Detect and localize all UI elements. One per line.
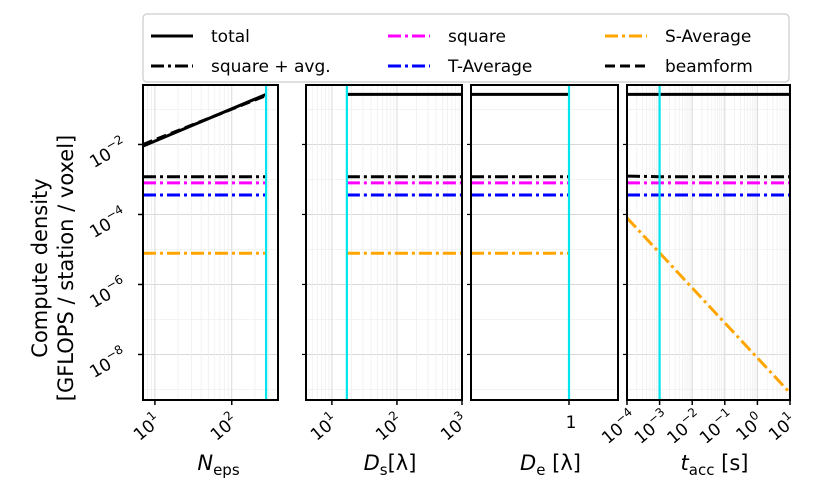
series-line-beamform <box>143 94 267 146</box>
series-line-square-avg <box>627 174 790 179</box>
y-tick-label: 10−2 <box>84 132 130 172</box>
legend-label: S-Average <box>665 27 751 47</box>
x-tick-label: 101 <box>127 408 165 445</box>
x-tick-label: 10−2 <box>661 405 707 449</box>
series-group <box>143 93 267 255</box>
grid <box>471 85 618 400</box>
x-tick-label: 101 <box>763 408 801 445</box>
axes-frame <box>305 84 463 401</box>
subplot-1: 10−2 10−4 10−6 10−8 101 102 Neps <box>84 84 279 479</box>
y-axis-label-line-1: Compute density <box>28 178 52 357</box>
series-group <box>627 92 790 394</box>
legend-item-square-avg: square + avg. <box>151 57 331 77</box>
legend-item-beamform: beamform <box>605 57 753 77</box>
grid <box>143 85 278 400</box>
legend-label: total <box>211 27 250 47</box>
subplot-3: 1 De [λ] <box>467 84 619 479</box>
subplot-panels: 10−2 10−4 10−6 10−8 101 102 Neps 101 102 103 Ds[λ]… <box>84 84 801 479</box>
x-axis-label: tacc [s] <box>681 451 749 479</box>
legend-item-total: total <box>151 27 250 47</box>
series-line-s-average <box>627 216 790 394</box>
x-tick-label: 10−4 <box>596 405 642 449</box>
x-tick-label: 10−3 <box>628 405 674 449</box>
y-tick-label: 10−4 <box>84 202 130 242</box>
x-tick-label: 10−1 <box>694 405 740 449</box>
x-tick-label: 102 <box>370 408 408 445</box>
series-group <box>471 92 569 255</box>
x-tick-label: 100 <box>730 408 768 445</box>
series-group <box>346 92 462 255</box>
x-axis-label: Ds[λ] <box>364 451 417 479</box>
x-tick-label: 101 <box>304 408 342 445</box>
y-axis-label: Compute density [GFLOPS / station / voxe… <box>28 135 78 402</box>
x-tick-label: 1 <box>566 413 577 433</box>
legend: total square + avg. square T-Average S-Avera… <box>142 13 790 83</box>
axes-frame <box>142 84 279 401</box>
y-tick-label: 10−6 <box>84 272 130 312</box>
legend-item-square: square <box>388 27 506 47</box>
grid <box>306 85 462 400</box>
legend-label: T-Average <box>447 57 532 77</box>
legend-label: square <box>448 27 506 47</box>
axes-frame <box>626 84 791 401</box>
y-tick-label: 10−8 <box>84 342 130 382</box>
x-tick-label: 102 <box>204 408 242 445</box>
subplot-2: 101 102 103 Ds[λ] <box>302 84 473 479</box>
x-axis-label: Neps <box>197 451 239 479</box>
legend-label: beamform <box>665 57 753 77</box>
y-axis-label-line-2: [GFLOPS / station / voxel] <box>54 135 78 402</box>
legend-item-s-average: S-Average <box>605 27 751 47</box>
legend-item-t-average: T-Average <box>388 57 532 77</box>
grid <box>627 85 790 400</box>
axes-frame <box>470 84 619 401</box>
x-tick-label: 103 <box>435 408 473 445</box>
legend-label: square + avg. <box>211 57 331 77</box>
x-axis-label: De [λ] <box>520 451 581 479</box>
